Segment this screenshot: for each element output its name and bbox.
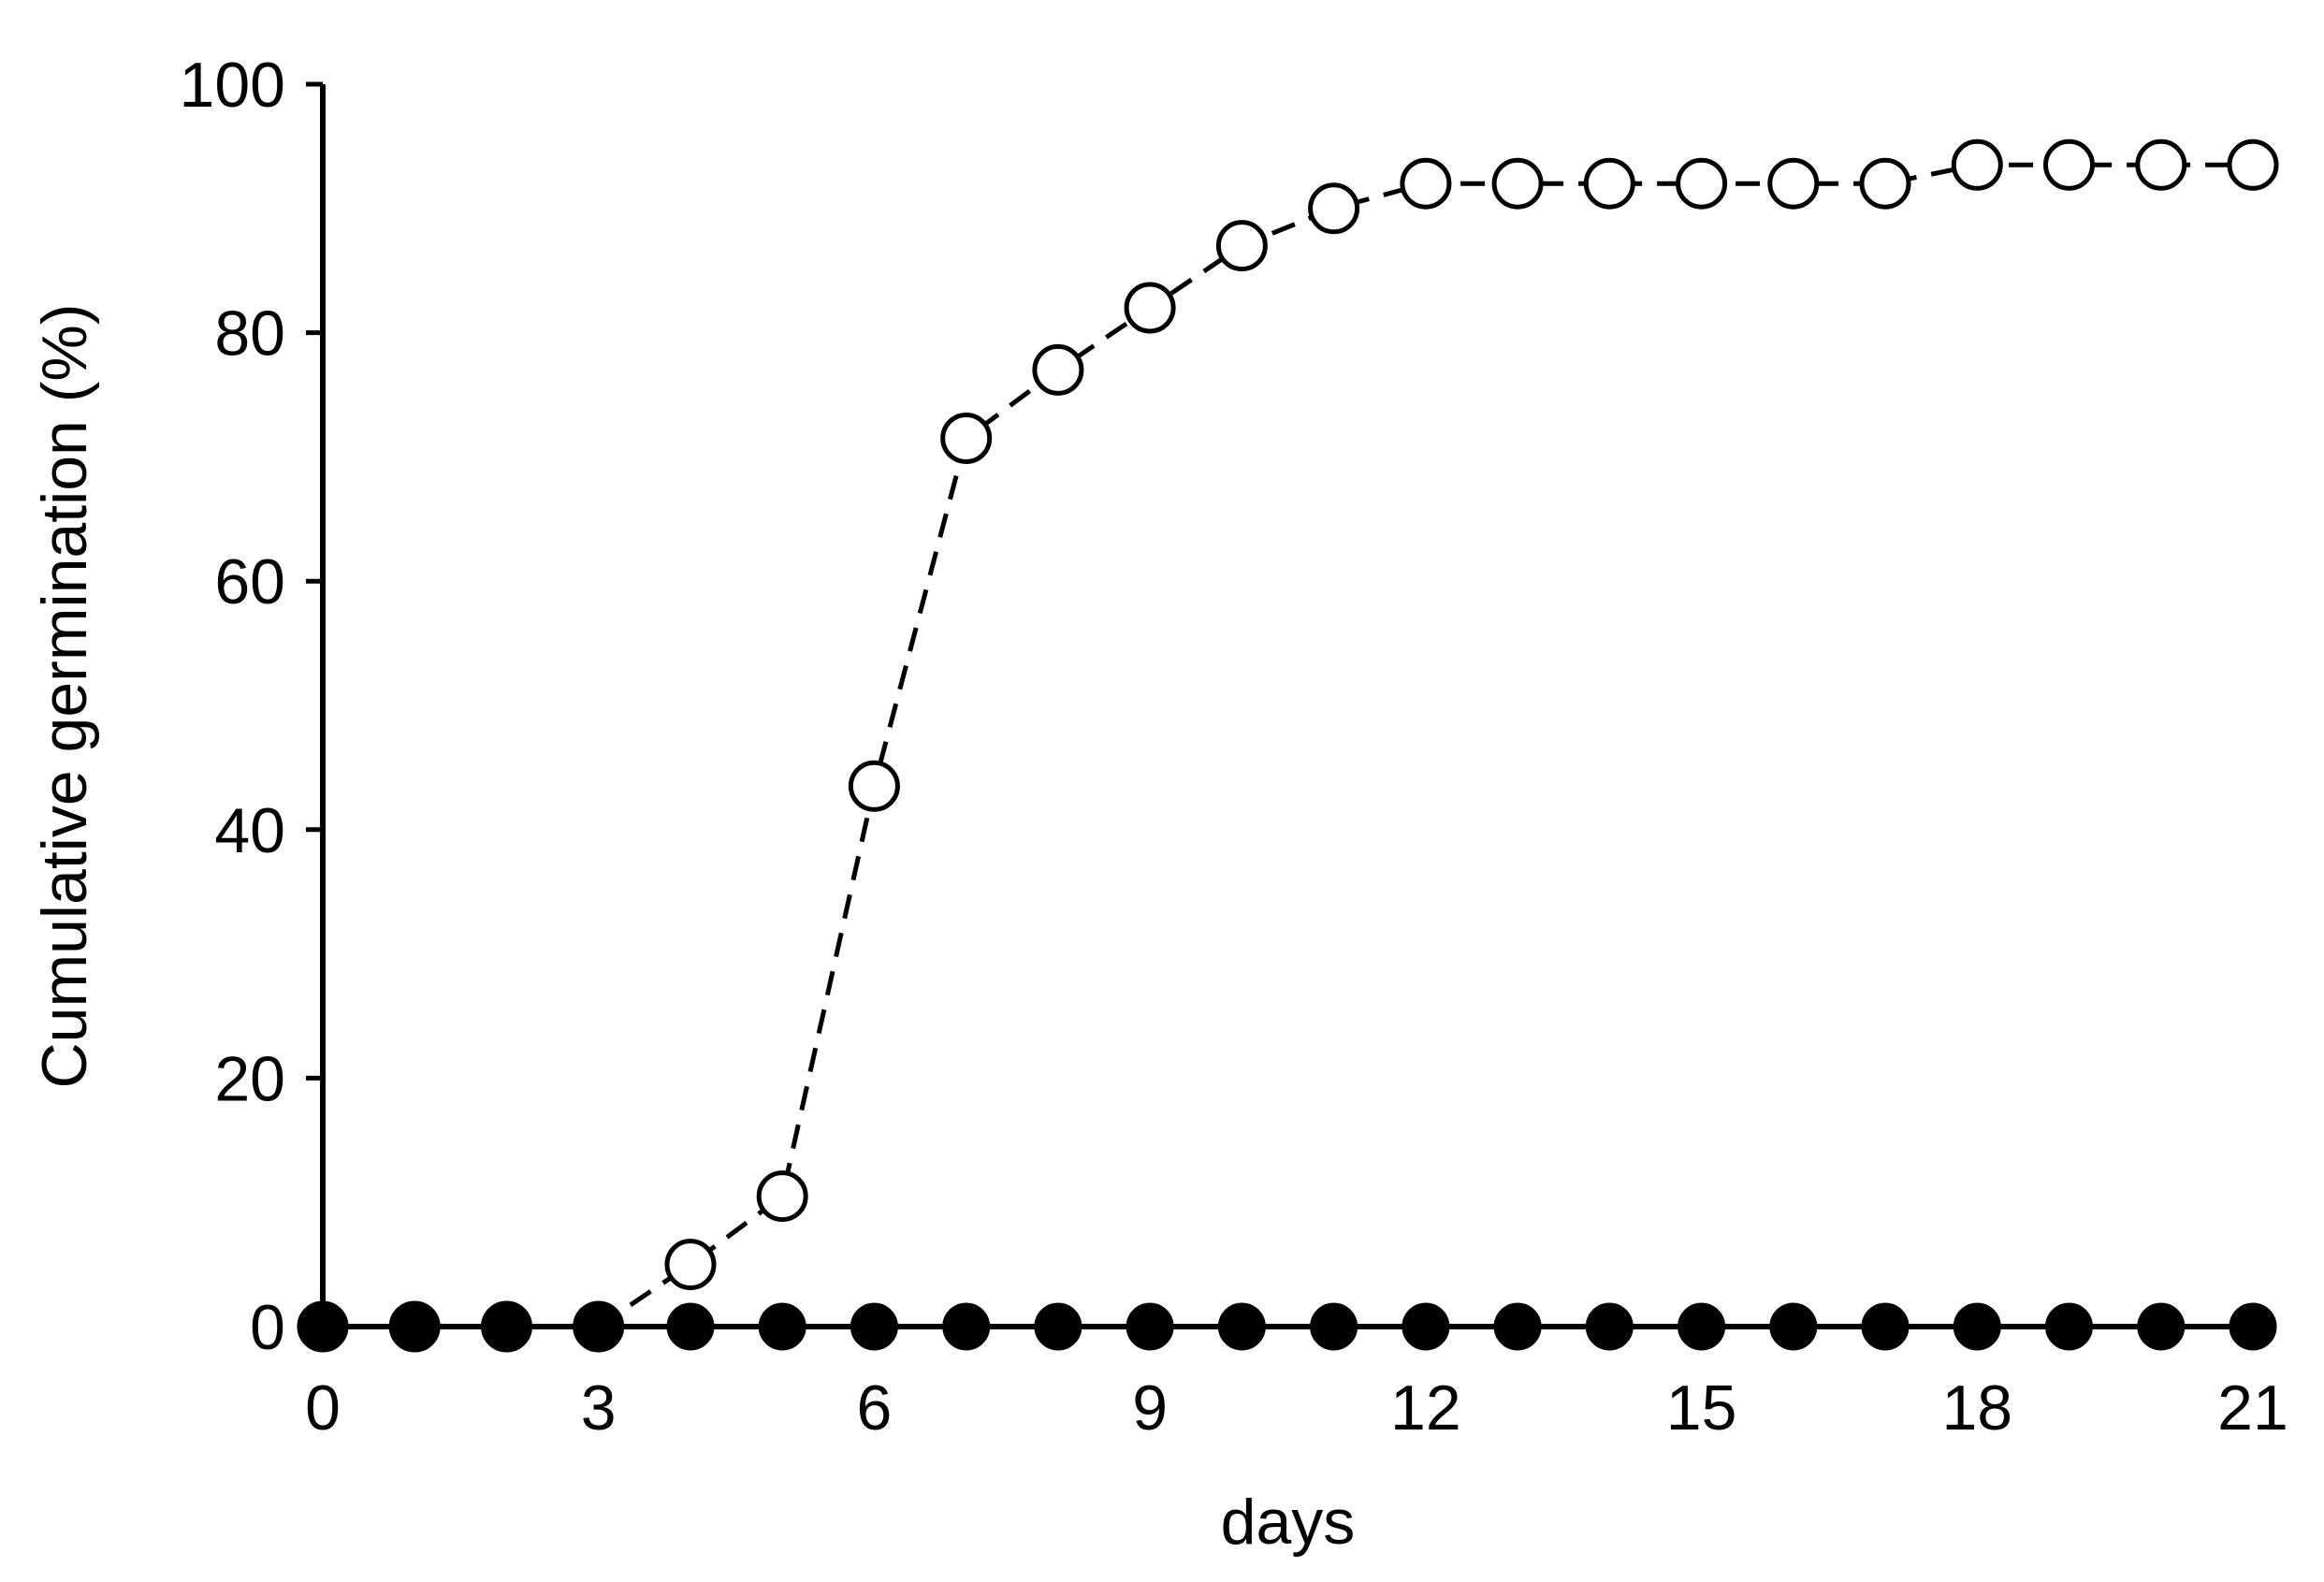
series-1-point xyxy=(2135,138,2187,191)
x-tick-label: 3 xyxy=(581,1372,617,1444)
series-1-point xyxy=(848,760,900,812)
x-tick-label: 0 xyxy=(305,1372,341,1444)
x-tick-label: 21 xyxy=(2217,1372,2288,1444)
series-1-point xyxy=(1767,157,1820,210)
y-axis-title: Cumulative germination (%) xyxy=(29,304,100,1089)
series-1-line xyxy=(323,162,2253,1329)
plot-markers xyxy=(297,138,2279,1353)
x-axis-title: days xyxy=(1221,1487,1356,1558)
series-1-point xyxy=(1583,157,1635,210)
series-1-point xyxy=(1676,157,1728,210)
series-1-point xyxy=(2227,138,2279,191)
series-1-point xyxy=(1124,282,1176,334)
x-tick-label: 12 xyxy=(1390,1372,1461,1444)
series-1-point xyxy=(1308,182,1360,235)
series-1-point xyxy=(1032,343,1084,396)
y-tick-label: 100 xyxy=(180,50,285,121)
x-tick-label: 18 xyxy=(1941,1372,2012,1444)
series-1-point xyxy=(1491,157,1544,210)
series-1-point xyxy=(1859,157,1911,210)
y-tick-label: 40 xyxy=(214,795,285,866)
series-1-point xyxy=(1951,138,2003,191)
series-1-point xyxy=(1215,220,1268,272)
y-tick-label: 80 xyxy=(214,298,285,370)
series-1-point xyxy=(2043,138,2095,191)
axes xyxy=(306,81,2256,1343)
series-1-point xyxy=(756,1170,808,1223)
x-tick-label: 6 xyxy=(857,1372,893,1444)
series-1-point xyxy=(940,413,993,464)
tick-labels: 0 20 40 60 80 100 0 3 6 9 12 15 18 21 xyxy=(180,50,2288,1444)
y-tick-label: 0 xyxy=(250,1292,285,1363)
y-tick-label: 60 xyxy=(214,546,285,617)
x-tick-label: 15 xyxy=(1666,1372,1737,1444)
x-tick-label: 9 xyxy=(1132,1372,1168,1444)
plot-lines xyxy=(323,162,2253,1329)
series-1-point xyxy=(1400,157,1452,210)
series-1-point xyxy=(664,1239,717,1291)
y-tick-label: 20 xyxy=(214,1043,285,1114)
